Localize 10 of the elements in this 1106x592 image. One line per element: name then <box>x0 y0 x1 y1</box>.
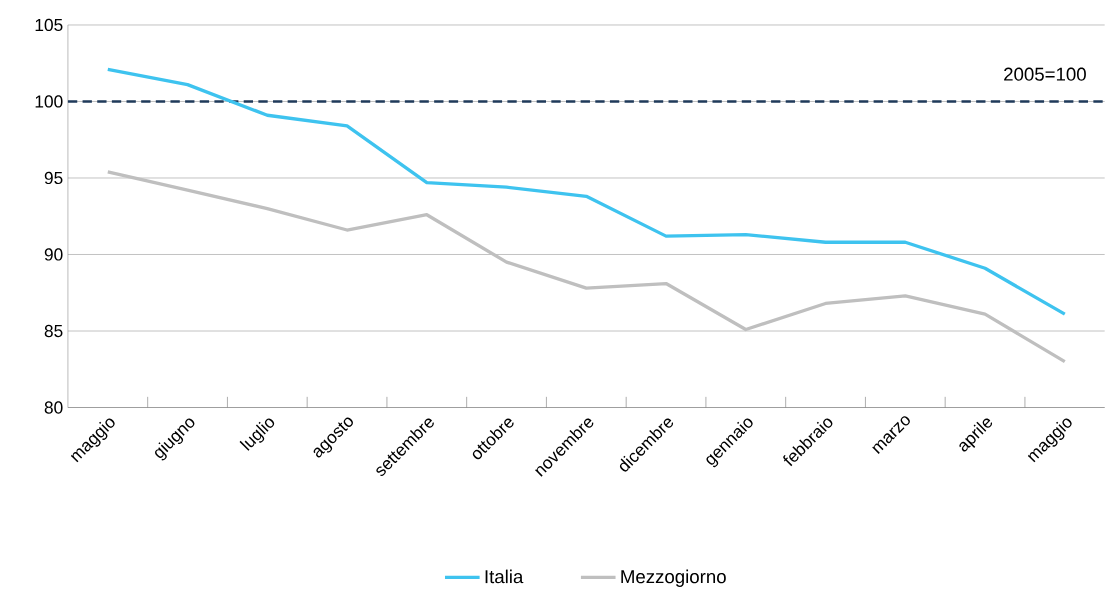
ref-line-label: 2005=100 <box>1004 67 1086 81</box>
y-tick-label: 85 <box>44 324 63 337</box>
y-tick-label: 90 <box>44 248 63 261</box>
y-tick-label: 100 <box>35 95 63 108</box>
y-tick-label: 105 <box>35 18 63 31</box>
y-tick-label: 95 <box>44 171 63 184</box>
y-tick-label: 80 <box>44 401 63 414</box>
legend-label: Italia <box>485 569 524 584</box>
line-series <box>106 170 1067 364</box>
legend-label: Mezzogiorno <box>621 569 726 587</box>
